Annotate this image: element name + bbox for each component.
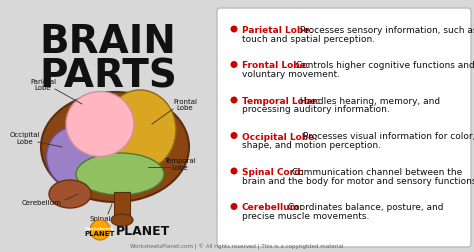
Text: PARTS: PARTS: [39, 57, 177, 94]
Circle shape: [90, 220, 110, 240]
Ellipse shape: [76, 153, 164, 195]
Text: Handles hearing, memory, and: Handles hearing, memory, and: [297, 97, 440, 106]
Text: Occipital
Lobe: Occipital Lobe: [10, 131, 40, 144]
Text: touch and spatial perception.: touch and spatial perception.: [242, 34, 375, 43]
Circle shape: [230, 62, 237, 69]
Text: precise muscle movements.: precise muscle movements.: [242, 211, 369, 220]
Text: Frontal
Lobe: Frontal Lobe: [173, 98, 197, 111]
FancyBboxPatch shape: [217, 9, 471, 247]
Text: shape, and motion perception.: shape, and motion perception.: [242, 140, 381, 149]
Text: Parietal Lobe:: Parietal Lobe:: [242, 26, 313, 35]
Bar: [114, 192, 130, 220]
Text: Parietal
Lobe: Parietal Lobe: [30, 78, 56, 91]
Text: voluntary movement.: voluntary movement.: [242, 70, 340, 79]
Ellipse shape: [66, 92, 134, 157]
Text: Controls higher cognitive functions and: Controls higher cognitive functions and: [293, 61, 474, 70]
Text: Processes sensory information, such as: Processes sensory information, such as: [297, 26, 474, 35]
Ellipse shape: [104, 91, 176, 170]
Text: Occipital Lobe:: Occipital Lobe:: [242, 132, 318, 141]
Text: brain and the body for motor and sensory functions.: brain and the body for motor and sensory…: [242, 176, 474, 185]
Ellipse shape: [46, 128, 101, 187]
Circle shape: [230, 133, 237, 139]
Circle shape: [230, 26, 237, 33]
Circle shape: [230, 203, 237, 210]
Text: Cerebellum: Cerebellum: [22, 199, 62, 205]
Text: Cerebellum:: Cerebellum:: [242, 203, 304, 212]
Ellipse shape: [49, 180, 91, 208]
Text: Worksheets: Worksheets: [85, 226, 115, 230]
Text: Processes visual information for color,: Processes visual information for color,: [301, 132, 474, 141]
Text: Communication channel between the: Communication channel between the: [289, 167, 462, 176]
Circle shape: [230, 168, 237, 175]
Text: Coordinates balance, posture, and: Coordinates balance, posture, and: [285, 203, 443, 212]
Circle shape: [230, 97, 237, 104]
Ellipse shape: [41, 93, 189, 202]
Text: Spinal Cord:: Spinal Cord:: [242, 167, 304, 176]
Text: Temporal Lobe:: Temporal Lobe:: [242, 97, 320, 106]
Text: Temporal
Lobe: Temporal Lobe: [164, 158, 196, 171]
Text: Spinal
Cord: Spinal Cord: [89, 216, 111, 229]
Ellipse shape: [111, 214, 133, 226]
Text: PLANET: PLANET: [116, 225, 170, 238]
Text: WorksheetsPlanet.com | © All rights reserved | This is a copyrighted material: WorksheetsPlanet.com | © All rights rese…: [130, 243, 344, 249]
Text: PLANET: PLANET: [85, 230, 115, 236]
Text: BRAIN: BRAIN: [39, 23, 176, 61]
Text: Frontal Lobe:: Frontal Lobe:: [242, 61, 310, 70]
Text: processing auditory information.: processing auditory information.: [242, 105, 390, 114]
